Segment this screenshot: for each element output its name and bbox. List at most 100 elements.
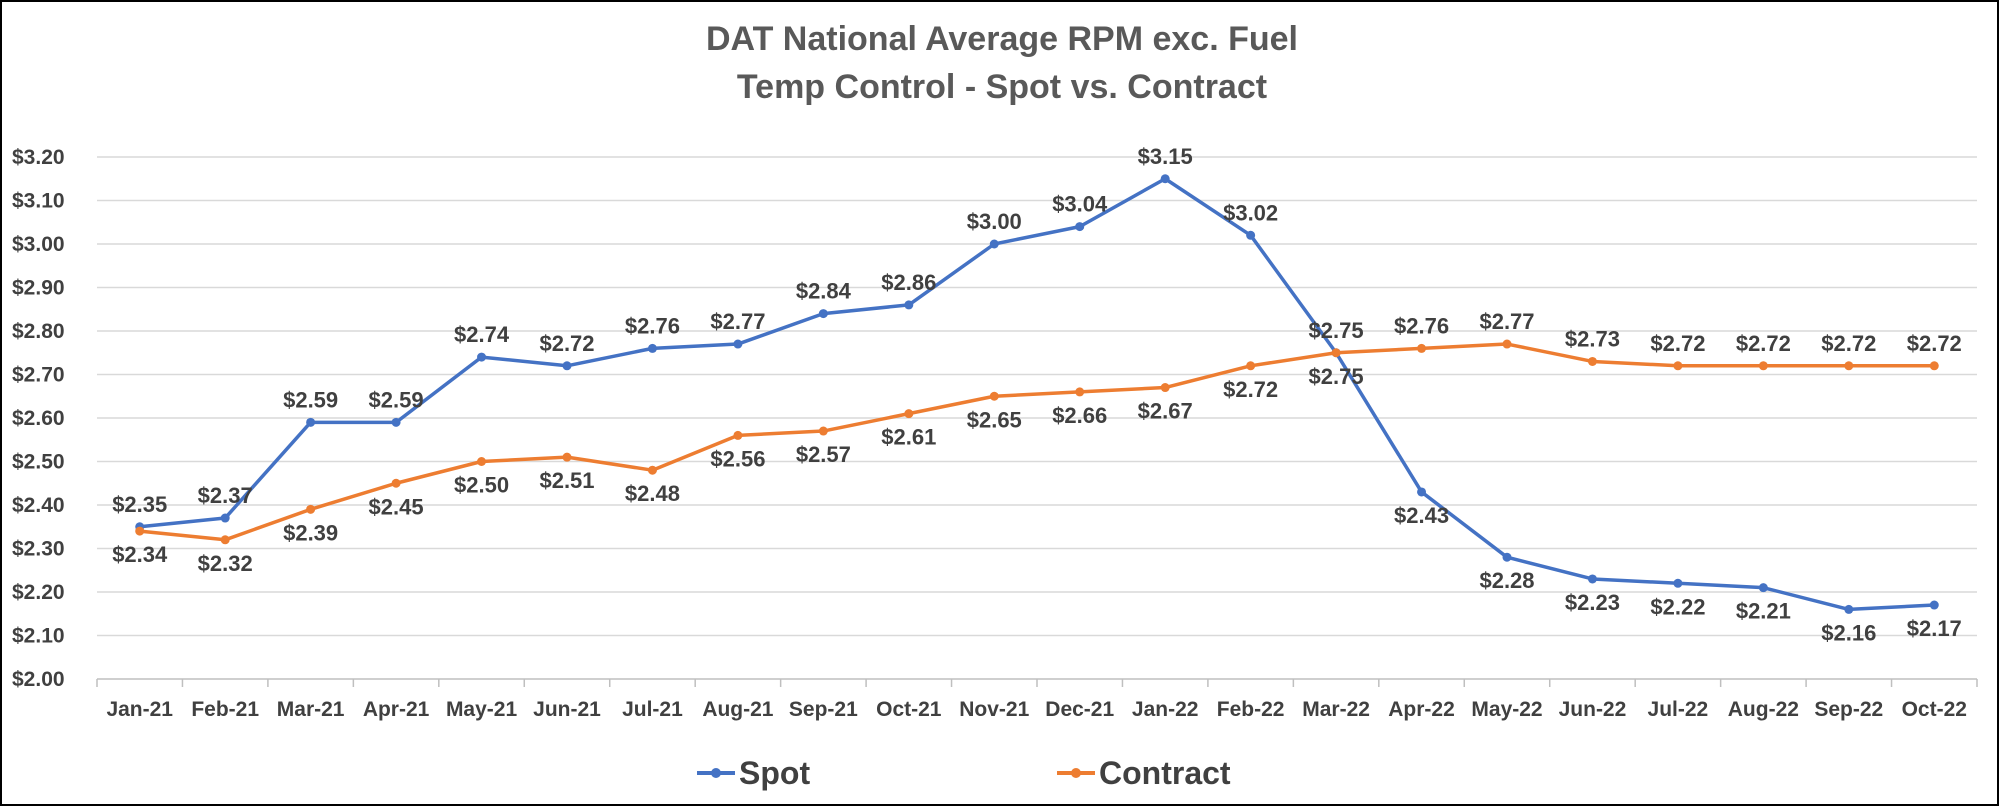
data-point-spot <box>1502 552 1512 562</box>
data-label-contract: $2.61 <box>881 425 936 450</box>
data-label-contract: $2.73 <box>1565 326 1620 351</box>
data-label-spot: $2.21 <box>1736 599 1791 624</box>
data-point-spot <box>1844 604 1854 614</box>
y-tick-label: $2.70 <box>12 364 65 387</box>
data-point-contract <box>1417 343 1427 353</box>
data-label-spot: $2.75 <box>1309 318 1364 343</box>
data-point-spot <box>818 309 828 319</box>
y-tick-label: $2.30 <box>12 538 65 561</box>
data-label-spot: $2.43 <box>1394 503 1449 528</box>
data-label-spot: $2.76 <box>625 313 680 338</box>
x-tick-label: Dec-21 <box>1045 698 1114 721</box>
data-point-spot <box>904 300 914 310</box>
gridlines <box>97 156 1977 680</box>
data-label-spot: $2.23 <box>1565 590 1620 615</box>
data-label-contract: $2.72 <box>1736 331 1791 356</box>
data-point-spot <box>989 239 999 249</box>
legend-label-spot: Spot <box>739 755 810 791</box>
data-label-contract: $2.56 <box>710 446 765 471</box>
series-lines <box>135 174 1939 614</box>
legend: Spot Contract <box>697 755 1231 791</box>
x-axis-ticks: Jan-21 Feb-21 Mar-21 Apr-21 May-21 Jun-21 Jul-… <box>96 679 1978 721</box>
data-point-contract <box>1160 383 1170 393</box>
data-point-spot <box>1075 222 1085 232</box>
data-point-contract <box>647 465 657 475</box>
x-tick-label: Mar-21 <box>277 698 345 721</box>
data-point-spot <box>1929 600 1939 610</box>
data-point-spot <box>391 417 401 427</box>
data-label-contract: $2.77 <box>1479 309 1534 334</box>
data-label-contract: $2.39 <box>283 520 338 545</box>
data-label-spot: $2.84 <box>796 279 852 304</box>
data-label-spot: $2.37 <box>198 483 253 508</box>
data-label-contract: $2.75 <box>1309 364 1364 389</box>
x-tick-label: Jan-22 <box>1132 698 1199 721</box>
y-tick-label: $2.20 <box>12 581 65 604</box>
data-label-contract: $2.72 <box>1223 377 1278 402</box>
data-label-spot: $3.00 <box>967 209 1022 234</box>
data-label-spot: $3.15 <box>1138 144 1193 169</box>
data-labels: $2.35 $2.37 $2.59 $2.59 $2.74 $2.72 $2.76 $2.77… <box>112 144 1962 646</box>
x-tick-label: Sep-22 <box>1814 698 1883 721</box>
x-tick-label: Jun-21 <box>533 698 601 721</box>
x-tick-label: Nov-21 <box>959 698 1029 721</box>
x-tick-label: Mar-22 <box>1302 698 1370 721</box>
data-label-contract: $2.50 <box>454 473 509 498</box>
data-point-contract <box>1502 339 1512 349</box>
data-point-contract <box>562 452 572 462</box>
chart-title: DAT National Average RPM exc. Fuel <box>706 20 1298 58</box>
y-tick-label: $3.10 <box>12 190 65 213</box>
data-label-contract: $2.32 <box>198 551 253 576</box>
data-label-spot: $2.28 <box>1479 568 1534 593</box>
data-point-contract <box>1075 387 1085 397</box>
x-tick-label: Jul-21 <box>622 698 683 721</box>
data-label-spot: $2.72 <box>539 331 594 356</box>
y-tick-label: $2.90 <box>12 277 65 300</box>
data-point-contract <box>477 457 487 466</box>
data-label-contract: $2.67 <box>1138 399 1193 424</box>
data-label-spot: $2.17 <box>1907 616 1962 641</box>
data-label-contract: $2.51 <box>539 468 594 493</box>
legend-label-contract: Contract <box>1099 755 1231 791</box>
y-tick-label: $3.00 <box>12 233 65 256</box>
x-tick-label: Aug-21 <box>702 698 773 721</box>
data-label-spot: $2.86 <box>881 270 936 295</box>
data-point-contract <box>220 535 230 545</box>
series-line-spot <box>139 177 1935 612</box>
data-point-contract <box>1673 361 1683 371</box>
legend-marker-spot <box>711 768 721 778</box>
data-point-contract <box>733 430 743 440</box>
data-point-spot <box>1758 583 1768 593</box>
data-point-spot <box>562 361 572 371</box>
data-point-spot <box>1417 487 1427 497</box>
data-point-spot <box>1246 230 1256 240</box>
y-axis-ticks: $2.00 $2.10 $2.20 $2.30 $2.40 $2.50 $2.60 $2.70… <box>12 146 65 691</box>
data-point-contract <box>135 526 145 536</box>
legend-marker-contract <box>1071 768 1081 778</box>
chart-subtitle: Temp Control - Spot vs. Contract <box>737 68 1267 106</box>
data-point-contract <box>1929 361 1939 371</box>
data-label-spot: $2.16 <box>1821 620 1876 645</box>
x-tick-label: Oct-22 <box>1902 698 1967 721</box>
data-label-spot: $2.74 <box>454 322 510 347</box>
data-label-contract: $2.72 <box>1821 331 1876 356</box>
data-point-spot <box>220 513 230 523</box>
data-label-contract: $2.72 <box>1907 331 1962 356</box>
data-point-contract <box>1758 361 1768 371</box>
x-tick-label: Apr-21 <box>363 698 430 721</box>
data-label-spot: $2.77 <box>710 309 765 334</box>
data-point-spot <box>733 339 743 349</box>
data-point-contract <box>1246 361 1256 371</box>
data-point-spot <box>1587 574 1597 584</box>
x-tick-label: Feb-21 <box>191 698 259 721</box>
data-label-spot: $3.02 <box>1223 200 1278 225</box>
x-tick-label: Jul-22 <box>1648 698 1709 721</box>
x-tick-label: May-21 <box>446 698 518 721</box>
data-label-contract: $2.65 <box>967 407 1022 432</box>
data-point-spot <box>477 352 487 362</box>
data-label-spot: $2.59 <box>283 387 338 412</box>
y-tick-label: $3.20 <box>12 146 65 169</box>
x-tick-label: Apr-22 <box>1388 698 1455 721</box>
data-label-spot: $2.35 <box>112 492 167 517</box>
y-tick-label: $2.50 <box>12 451 65 474</box>
